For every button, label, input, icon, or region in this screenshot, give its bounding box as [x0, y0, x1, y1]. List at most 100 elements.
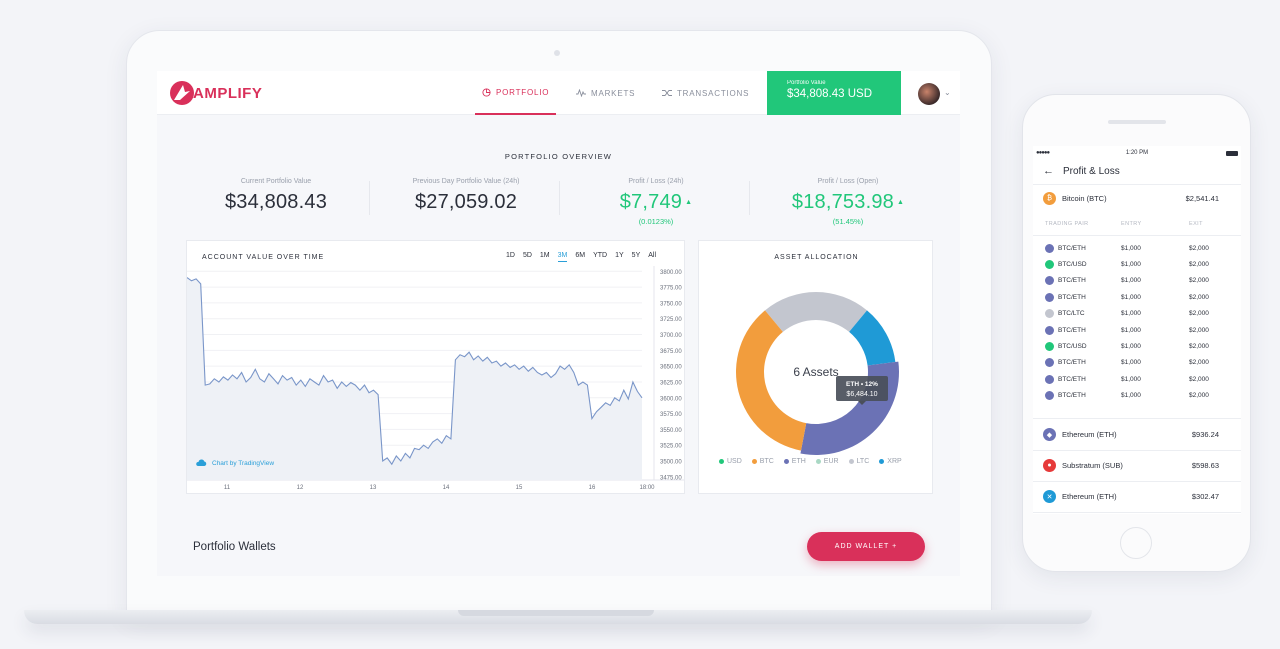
divider: [1033, 512, 1241, 513]
amplify-logo-icon: [170, 81, 194, 105]
phone-screen: ●●●●● 1:20 PM ← Profit & Loss ₿ Bitcoin …: [1033, 146, 1241, 514]
trade-row[interactable]: BTC/USD $1,000 $2,000: [1045, 257, 1235, 271]
back-arrow-icon[interactable]: ←: [1043, 165, 1054, 177]
chevron-down-icon[interactable]: ⌄: [944, 88, 951, 97]
data-point: [255, 369, 256, 370]
slice-btc[interactable]: [736, 310, 807, 451]
range-all[interactable]: All: [648, 252, 657, 259]
data-point: [300, 379, 301, 380]
trade-row[interactable]: BTC/ETH $1,000 $2,000: [1045, 323, 1235, 337]
data-point: [323, 375, 324, 376]
data-point: [509, 367, 510, 368]
data-point: [623, 390, 624, 391]
range-3m[interactable]: 3M: [557, 252, 568, 262]
y-tick-label: 3800.00: [660, 270, 682, 276]
nav-portfolio[interactable]: PORTFOLIO: [475, 71, 557, 115]
stat-value: $18,753.98 ▲: [753, 191, 943, 214]
divider: [1033, 418, 1241, 419]
phone-asset-row[interactable]: ● Substratum (SUB) $598.63: [1033, 459, 1241, 472]
x-tick-label: 15: [516, 485, 523, 491]
slice-xrp[interactable]: [849, 310, 896, 366]
portfolio-value: $34,808.43 USD: [787, 88, 873, 100]
data-point: [637, 391, 638, 392]
legend-xrp: XRP: [879, 458, 902, 465]
data-point: [619, 400, 620, 401]
data-point: [573, 372, 574, 373]
allocation-donut-chart[interactable]: 6 Assets ETH • 12% $6,484.10: [699, 266, 934, 456]
trade-exit: $2,000: [1189, 277, 1209, 285]
data-point: [196, 278, 197, 279]
nav-transactions[interactable]: TRANSACTIONS: [662, 71, 749, 115]
status-time: 1:20 PM: [1125, 150, 1149, 156]
trade-pair: BTC/ETH: [1058, 326, 1086, 334]
y-tick-label: 3675.00: [660, 349, 682, 355]
account-value-chart[interactable]: 3800.00 3775.00 3750.00 3725.00 3700.00 3675.…: [187, 266, 684, 494]
data-point: [305, 386, 306, 387]
series-area: [187, 277, 642, 480]
data-point: [605, 402, 606, 403]
data-point: [532, 367, 533, 368]
legend-dot: [815, 459, 821, 464]
x-tick-label: 14: [443, 485, 450, 491]
y-tick-label: 3750.00: [660, 301, 682, 307]
coin-icon: [1045, 276, 1054, 286]
trade-row[interactable]: BTC/ETH $1,000 $2,000: [1045, 372, 1235, 386]
phone-asset-row[interactable]: ✕ Ethereum (ETH) $302.47: [1033, 490, 1241, 503]
trade-pair: BTC/ETH: [1058, 244, 1086, 252]
range-6m[interactable]: 6M: [575, 252, 586, 259]
trade-row[interactable]: BTC/ETH $1,000 $2,000: [1045, 290, 1235, 304]
trade-row[interactable]: BTC/ETH $1,000 $2,000: [1045, 241, 1235, 255]
data-point: [478, 355, 479, 356]
attribution-text: Chart by TradingView: [212, 459, 275, 467]
data-point: [209, 383, 210, 384]
data-point: [569, 364, 570, 365]
range-1d[interactable]: 1D: [506, 252, 515, 259]
avatar[interactable]: [918, 83, 940, 105]
y-tick-label: 3600.00: [660, 396, 682, 402]
phone-asset-row[interactable]: ◆ Ethereum (ETH) $936.24: [1033, 428, 1241, 441]
stat-current-value: Current Portfolio Value $34,808.43: [181, 178, 371, 214]
data-point: [359, 390, 360, 391]
slice-ltc[interactable]: [765, 292, 867, 332]
trade-row[interactable]: BTC/ETH $1,000 $2,000: [1045, 356, 1235, 370]
trade-pair: BTC/ETH: [1058, 359, 1086, 367]
data-point: [400, 460, 401, 461]
data-point: [464, 356, 465, 357]
phone-asset-row[interactable]: ₿ Bitcoin (BTC) $2,541.41: [1033, 192, 1241, 205]
trade-row[interactable]: BTC/LTC $1,000 $2,000: [1045, 307, 1235, 321]
trade-row[interactable]: BTC/USD $1,000 $2,000: [1045, 339, 1235, 353]
data-point: [268, 373, 269, 374]
divider: [559, 181, 560, 215]
data-point: [541, 374, 542, 375]
pie-chart-icon: [482, 87, 491, 97]
data-point: [459, 354, 460, 355]
range-5y[interactable]: 5Y: [631, 252, 641, 259]
range-1m[interactable]: 1M: [539, 252, 550, 259]
app-header: AMPLIFY PORTFOLIO MARKETS TRANSACTIONS P…: [157, 71, 960, 115]
signal-icon: ●●●●●: [1036, 150, 1050, 156]
range-1y[interactable]: 1Y: [615, 252, 624, 259]
trade-row[interactable]: BTC/ETH $1,000 $2,000: [1045, 389, 1235, 403]
trade-pair: BTC/USD: [1058, 260, 1087, 268]
trade-row[interactable]: BTC/ETH $1,000 $2,000: [1045, 274, 1235, 288]
data-point: [405, 453, 406, 454]
x-tick-label: 13: [370, 485, 377, 491]
tooltip-value: $6,484.10: [846, 391, 877, 398]
range-5d[interactable]: 5D: [522, 252, 532, 259]
data-point: [550, 377, 551, 378]
tradingview-attribution[interactable]: Chart by TradingView: [195, 459, 274, 467]
overview-title: PORTFOLIO OVERVIEW: [504, 152, 613, 161]
add-wallet-button[interactable]: ADD WALLET +: [807, 532, 925, 561]
data-point: [578, 385, 579, 386]
legend-label: XRP: [887, 458, 902, 465]
nav-markets[interactable]: MARKETS: [576, 71, 635, 115]
phone-home-button[interactable]: [1120, 527, 1152, 559]
data-point: [364, 385, 365, 386]
asset-value: $2,541.41: [1185, 194, 1219, 203]
coin-icon: [1045, 259, 1054, 269]
range-ytd[interactable]: YTD: [593, 252, 608, 259]
data-point: [355, 385, 356, 386]
data-point: [441, 443, 442, 444]
logo[interactable]: AMPLIFY: [169, 80, 262, 106]
data-point: [432, 441, 433, 442]
